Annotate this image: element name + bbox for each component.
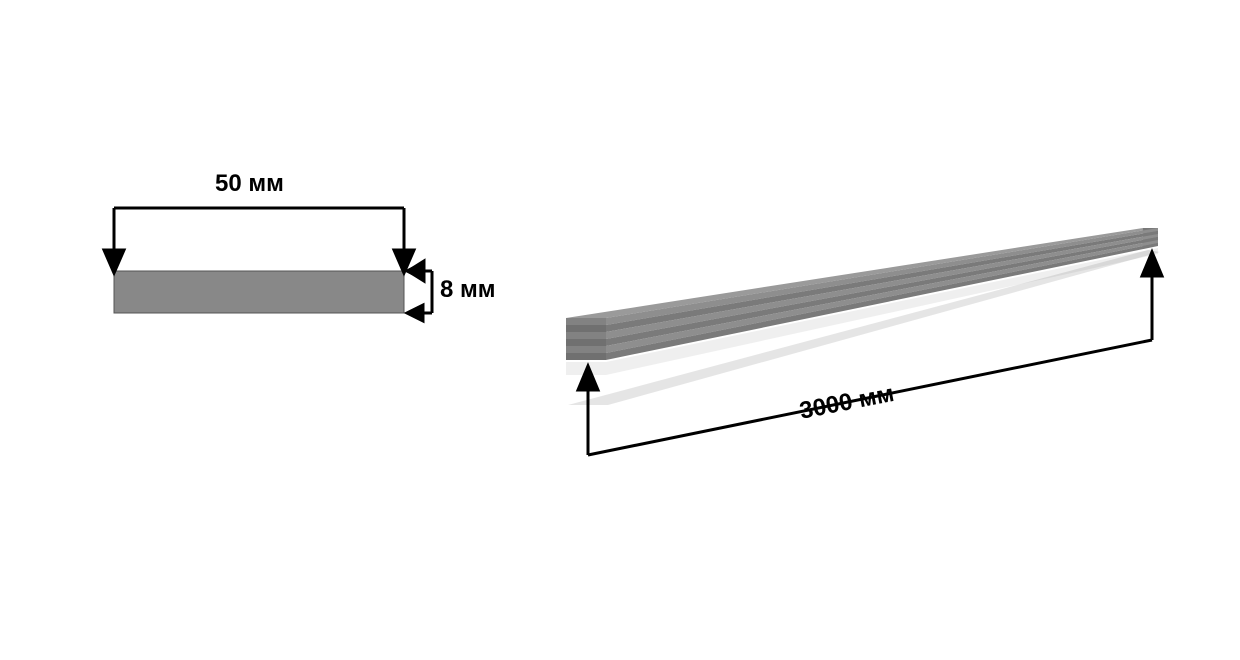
cross-section-rect — [114, 271, 404, 313]
cross-section-group — [104, 208, 432, 321]
bar-left-face-strips — [566, 318, 606, 360]
bar-front-face — [606, 228, 1158, 360]
width-label: 50 мм — [215, 170, 284, 198]
thickness-label: 8 мм — [440, 276, 496, 304]
thickness-dimension — [407, 261, 432, 321]
width-dimension — [104, 208, 414, 273]
perspective-bar-group — [566, 228, 1162, 455]
diagram-canvas — [0, 0, 1240, 660]
